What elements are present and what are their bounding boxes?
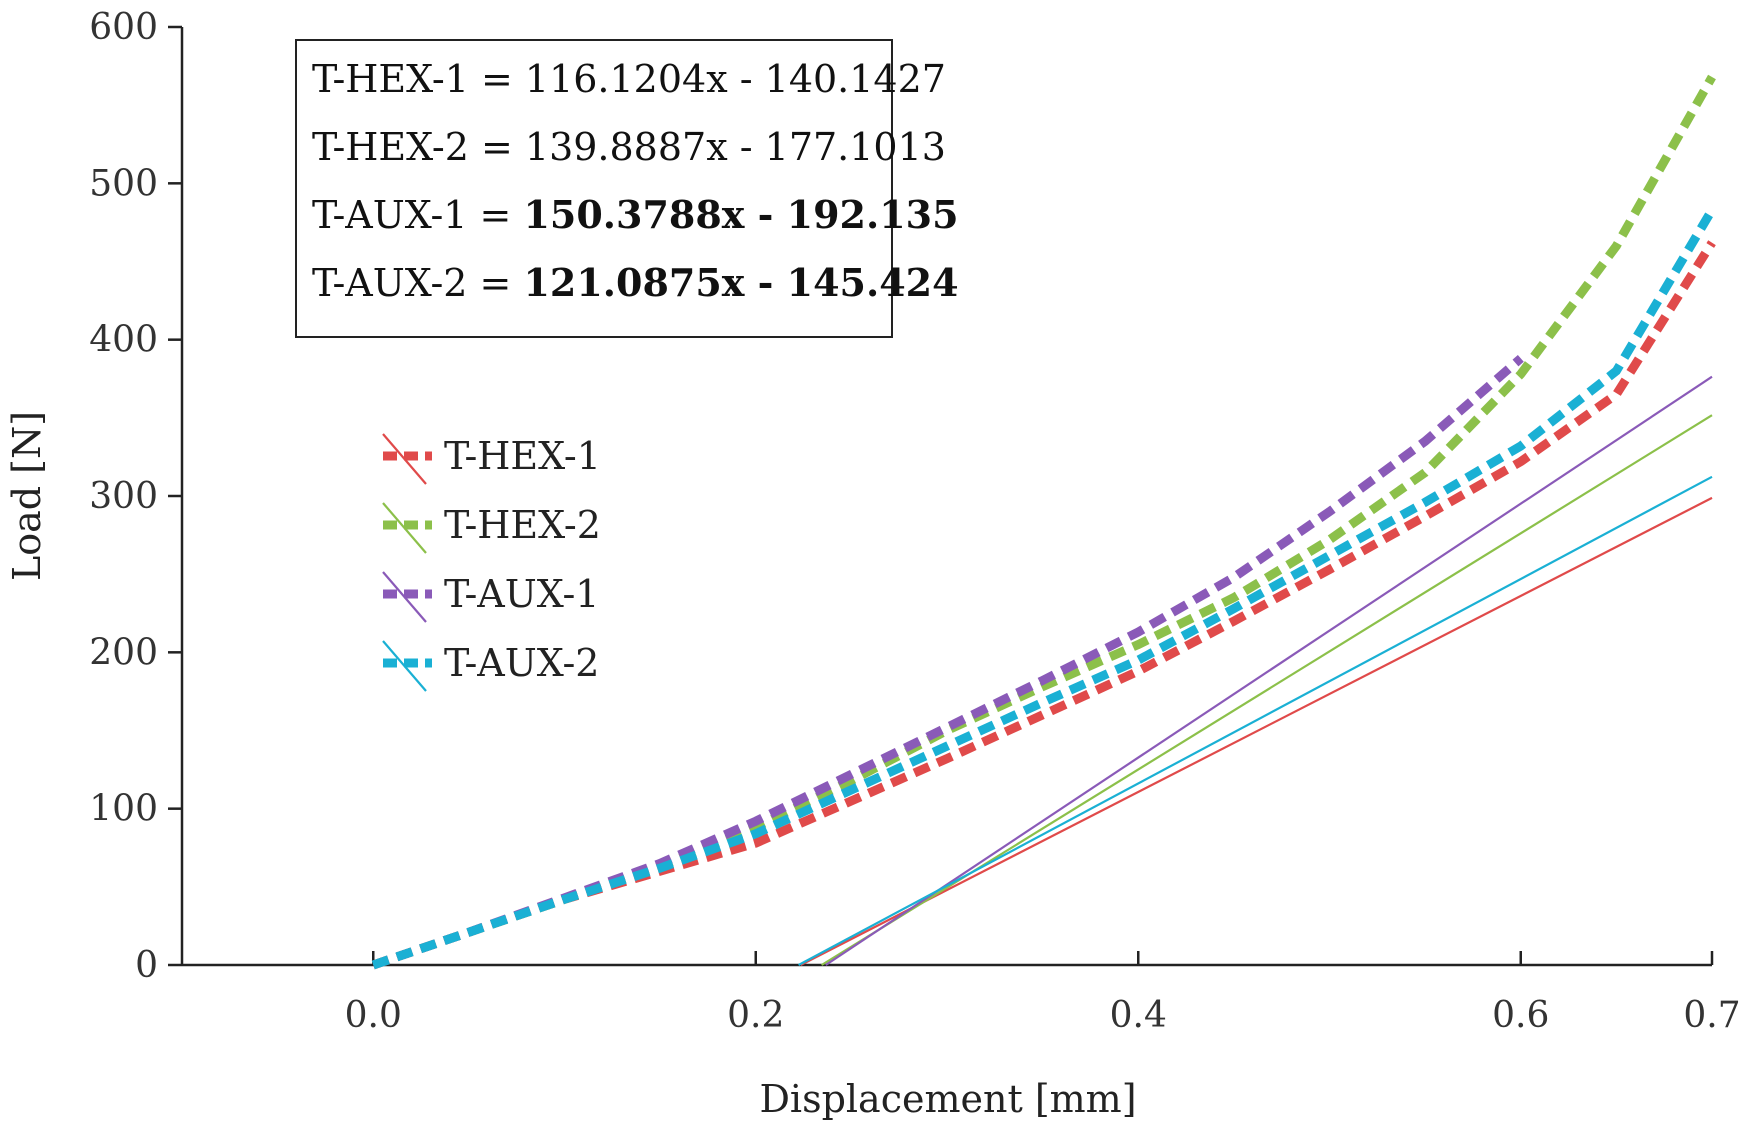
y-tick-label: 500 <box>89 163 158 204</box>
legend: T-HEX-1 T-HEX-2 T-AUX-1 T-AUX-2 <box>382 433 601 692</box>
x-tick-label: 0.0 <box>345 995 402 1036</box>
y-tick-label: 100 <box>89 789 158 830</box>
equation-body: 121.0875x - 145.424 <box>523 260 958 305</box>
x-tick-label: 0.4 <box>1110 995 1167 1036</box>
equation-1: T-HEX-1 = 116.1204x - 140.1427 <box>312 57 946 101</box>
fit-lines <box>798 375 1713 966</box>
equation-prefix: T-HEX-2 = <box>312 125 525 169</box>
measured-line-t-aux-2 <box>371 207 1716 970</box>
y-tick-label: 400 <box>89 320 158 361</box>
equation-prefix: T-AUX-2 = <box>312 261 523 305</box>
legend-item-t-hex-2: T-HEX-2 <box>382 502 601 554</box>
y-tick-label: 200 <box>89 632 158 673</box>
x-axis-title: Displacement [mm] <box>759 1077 1136 1121</box>
x-tick-label: 0.2 <box>727 995 784 1036</box>
legend-item-t-aux-2: T-AUX-2 <box>382 640 599 692</box>
x-tick-label: 0.7 <box>1683 995 1740 1036</box>
fit-line-t-hex-1 <box>800 496 1713 966</box>
equation-2: T-HEX-2 = 139.8887x - 177.1013 <box>312 125 946 169</box>
x-tick-label: 0.6 <box>1492 995 1549 1036</box>
y-tick-label: 600 <box>89 7 158 48</box>
x-ticks: 0.0 0.2 0.4 0.6 0.7 <box>345 951 1741 1036</box>
equation-box: T-HEX-1 = 116.1204x - 140.1427 T-HEX-2 = … <box>295 39 959 338</box>
y-axis-title: Load [N] <box>5 411 49 581</box>
legend-label: T-HEX-1 <box>444 434 601 478</box>
legend-label: T-HEX-2 <box>444 503 601 547</box>
legend-item-t-hex-1: T-HEX-1 <box>382 433 601 485</box>
equation-body: 150.3788x - 192.135 <box>523 192 958 237</box>
y-tick-label: 0 <box>135 945 158 986</box>
legend-item-t-aux-1: T-AUX-1 <box>382 571 599 623</box>
equation-body: 139.8887x - 177.1013 <box>525 125 946 169</box>
fit-line-t-aux-1 <box>825 375 1713 966</box>
measured-lines <box>371 74 1716 970</box>
legend-label: T-AUX-1 <box>444 572 599 616</box>
equation-prefix: T-AUX-1 = <box>312 193 523 237</box>
y-tick-label: 300 <box>89 476 158 517</box>
y-ticks: 0 100 200 300 400 500 600 <box>89 7 182 986</box>
equation-prefix: T-HEX-1 = <box>312 57 525 101</box>
equation-box-border <box>295 39 893 338</box>
equation-3: T-AUX-1 = 150.3788x - 192.135 <box>312 192 959 237</box>
equation-body: 116.1204x - 140.1427 <box>525 57 946 101</box>
equation-4: T-AUX-2 = 121.0875x - 145.424 <box>312 260 959 305</box>
legend-label: T-AUX-2 <box>444 641 599 685</box>
fit-line-t-aux-2 <box>798 475 1713 966</box>
